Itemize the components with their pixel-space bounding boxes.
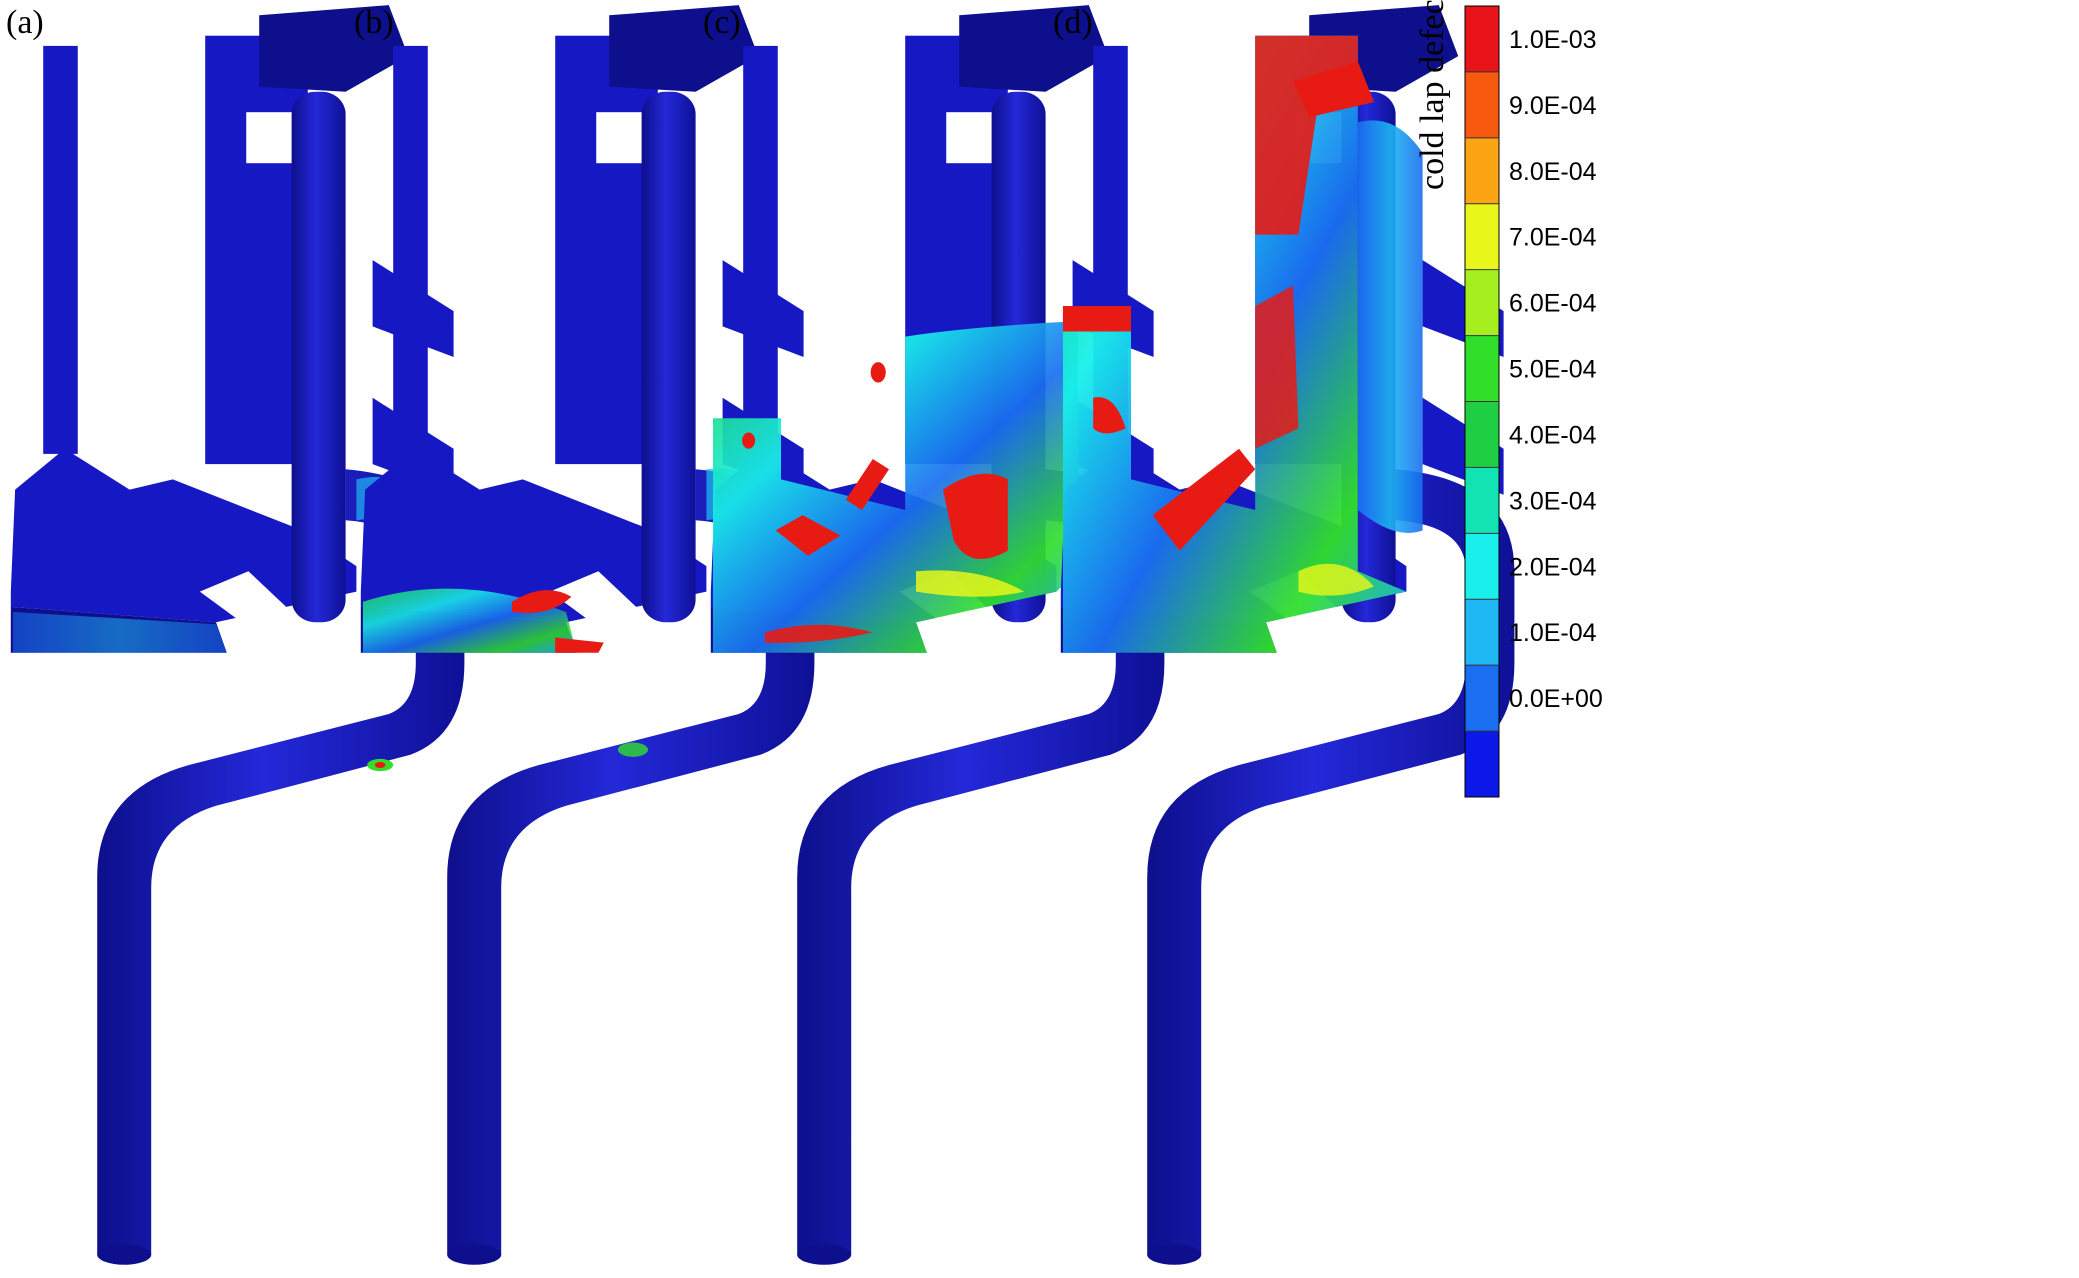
defect-region [1298,563,1374,596]
legend-tick-label: 2.0E-04 [1509,553,1597,581]
legend-color-band [1465,467,1499,534]
legend-color-band [1465,533,1499,600]
defect-spot [1062,306,1131,332]
legend-tick-labels: 1.0E-03 9.0E-04 8.0E-04 7.0E-04 6.0E-04 5.0E-… [1509,26,1603,713]
legend-tick-label: 7.0E-04 [1509,224,1597,252]
defect-region [916,570,1024,597]
legend-color-band [1465,599,1499,666]
panel-label-a: (a) [6,4,44,41]
legend-tick-label: 3.0E-04 [1509,487,1597,515]
defect-region [1357,120,1423,533]
legend-tick-label: 0.0E+00 [1509,685,1603,713]
legend-tick-label: 9.0E-04 [1509,92,1597,120]
defect-spot [742,432,756,449]
legend-tick-label: 1.0E-03 [1509,26,1597,54]
defect-spot [617,742,649,757]
legend-color-band [1465,401,1499,468]
defect-spot [845,459,889,510]
defect-spot [374,761,386,769]
defect-spot [1255,35,1358,235]
panel-label-d: (d) [1053,4,1093,41]
legend-title: cold lap defect [1414,0,1451,190]
panel-d [1060,5,1515,1265]
legend-color-bar [1464,5,1500,798]
defect-spot [1093,397,1126,434]
defect-region [1062,35,1407,653]
defect-spot [1255,285,1299,449]
defect-spot [775,515,841,556]
legend-color-band [1465,71,1499,139]
panel-label-b: (b) [354,4,394,41]
defect-spot [1152,448,1256,551]
legend-tick-label: 8.0E-04 [1509,158,1597,186]
legend-color-band [1465,137,1499,205]
legend-tick-label: 6.0E-04 [1509,290,1597,318]
panel-label-c: (c) [703,4,741,41]
legend-color-band [1465,203,1499,271]
legend-tick-label: 4.0E-04 [1509,421,1597,449]
legend-tick-label: 1.0E-04 [1509,619,1597,647]
legend-color-band [1465,731,1499,798]
defect-spot [555,637,604,653]
defect-region [12,612,227,653]
legend-color-band [1465,269,1499,337]
defect-spot [764,624,873,643]
legend-color-band [1465,6,1499,73]
color-legend: 1.0E-03 9.0E-04 8.0E-04 7.0E-04 6.0E-04 5.0E-… [1414,0,1603,798]
legend-color-band [1465,335,1499,402]
defect-spot [512,590,572,614]
legend-tick-label: 5.0E-04 [1509,356,1597,384]
defect-spot [870,362,886,383]
defect-spot [1293,61,1374,118]
defect-spot [943,473,1008,559]
legend-color-band [1465,665,1499,732]
panel-c [710,5,1165,1265]
defect-region [712,321,1078,653]
